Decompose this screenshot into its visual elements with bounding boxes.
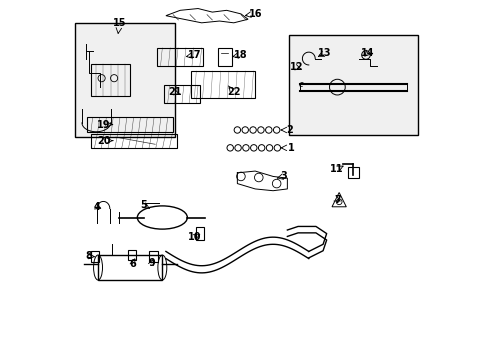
Bar bbox=[127, 249, 136, 260]
Text: 16: 16 bbox=[248, 9, 262, 19]
Text: 9: 9 bbox=[148, 258, 155, 268]
Text: 19: 19 bbox=[97, 120, 110, 130]
Bar bbox=[288, 35, 417, 135]
Text: 20: 20 bbox=[98, 136, 111, 146]
Bar bbox=[87, 117, 173, 132]
Bar bbox=[164, 85, 200, 103]
Bar bbox=[157, 48, 203, 66]
Bar bbox=[75, 23, 175, 137]
Bar bbox=[195, 227, 203, 240]
Text: 13: 13 bbox=[318, 48, 331, 58]
Text: 22: 22 bbox=[226, 87, 240, 98]
Bar bbox=[91, 134, 176, 148]
Text: 2: 2 bbox=[285, 125, 292, 135]
Text: 8: 8 bbox=[85, 251, 92, 261]
Text: 4: 4 bbox=[93, 202, 100, 212]
Text: 1: 1 bbox=[287, 143, 294, 153]
Text: 6: 6 bbox=[129, 259, 136, 269]
Text: 17: 17 bbox=[187, 50, 201, 60]
Text: 11: 11 bbox=[329, 164, 343, 174]
Bar bbox=[91, 64, 130, 96]
Text: 5: 5 bbox=[140, 200, 147, 210]
Text: 21: 21 bbox=[168, 87, 181, 98]
Text: 15: 15 bbox=[113, 18, 126, 28]
Text: 7: 7 bbox=[333, 195, 340, 204]
Bar bbox=[190, 71, 255, 98]
Text: c: c bbox=[298, 80, 303, 89]
Bar bbox=[217, 48, 231, 66]
Bar bbox=[149, 251, 157, 262]
Text: 18: 18 bbox=[234, 50, 247, 60]
Bar bbox=[347, 167, 358, 178]
Bar bbox=[98, 255, 162, 280]
Text: 3: 3 bbox=[280, 171, 286, 181]
Text: 14: 14 bbox=[360, 48, 374, 58]
Text: 12: 12 bbox=[289, 63, 303, 72]
Text: 10: 10 bbox=[187, 232, 201, 242]
Bar bbox=[91, 251, 99, 262]
